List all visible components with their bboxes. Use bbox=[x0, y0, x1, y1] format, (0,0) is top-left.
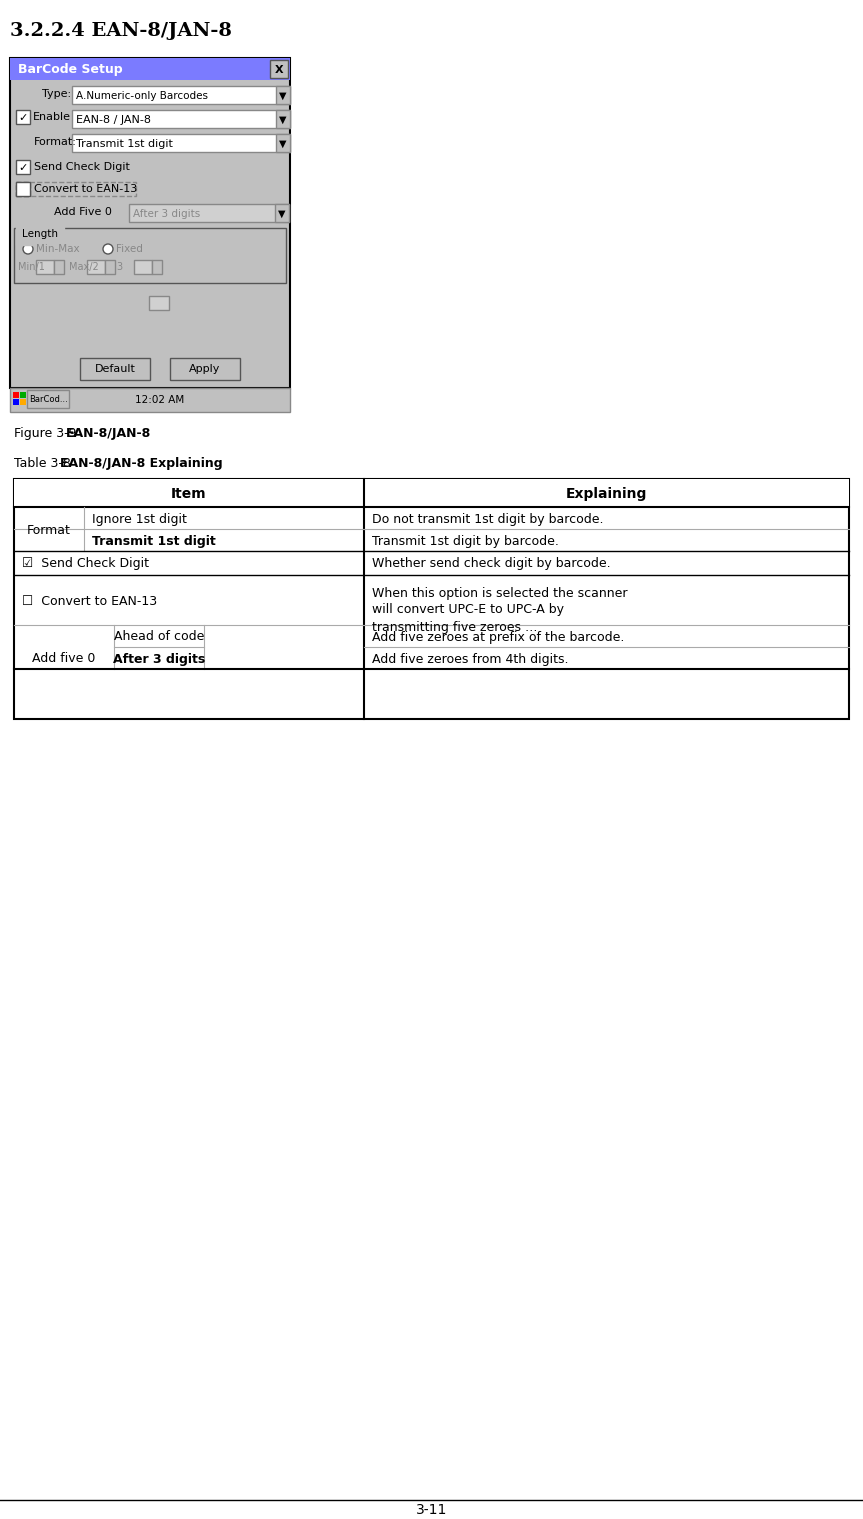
Text: Add Five 0: Add Five 0 bbox=[54, 207, 112, 217]
Text: Enable: Enable bbox=[33, 112, 71, 122]
Text: EAN-8/JAN-8: EAN-8/JAN-8 bbox=[66, 427, 151, 441]
Bar bbox=[134, 260, 152, 273]
Bar bbox=[152, 260, 162, 273]
Text: Do not transmit 1st digit by barcode.: Do not transmit 1st digit by barcode. bbox=[372, 512, 603, 526]
Text: EAN-8 / JAN-8: EAN-8 / JAN-8 bbox=[76, 115, 151, 125]
Text: Default: Default bbox=[95, 365, 135, 374]
Text: BarCode Setup: BarCode Setup bbox=[18, 64, 123, 76]
Bar bbox=[16, 159, 30, 175]
Text: Add five zeroes from 4th digits.: Add five zeroes from 4th digits. bbox=[372, 653, 569, 665]
Bar bbox=[20, 392, 26, 398]
Text: BarCod...: BarCod... bbox=[28, 395, 67, 404]
Text: ▼: ▼ bbox=[278, 210, 286, 219]
Text: Ignore 1st digit: Ignore 1st digit bbox=[92, 512, 187, 526]
Text: ▼: ▼ bbox=[280, 91, 287, 100]
Text: ▼: ▼ bbox=[280, 140, 287, 149]
Bar bbox=[105, 260, 115, 273]
Text: Format: Format bbox=[27, 524, 71, 536]
Text: ▼: ▼ bbox=[280, 115, 287, 125]
Text: After 3 digits: After 3 digits bbox=[113, 653, 205, 665]
Bar bbox=[20, 399, 26, 406]
Text: Min/1: Min/1 bbox=[18, 261, 45, 272]
Text: Type:: Type: bbox=[42, 90, 71, 99]
Bar bbox=[275, 204, 289, 222]
Text: After 3 digits: After 3 digits bbox=[133, 210, 200, 219]
Text: Format:: Format: bbox=[34, 137, 77, 147]
Text: Max/2: Max/2 bbox=[69, 261, 98, 272]
Text: Transmit 1st digit by barcode.: Transmit 1st digit by barcode. bbox=[372, 535, 559, 547]
Bar bbox=[129, 204, 289, 222]
Bar bbox=[10, 387, 290, 412]
Text: Convert to EAN-13: Convert to EAN-13 bbox=[34, 184, 137, 194]
Text: Add five zeroes at prefix of the barcode.: Add five zeroes at prefix of the barcode… bbox=[372, 630, 624, 644]
Bar bbox=[149, 296, 169, 310]
Text: Min-Max: Min-Max bbox=[36, 245, 79, 254]
Bar bbox=[72, 109, 290, 128]
Bar bbox=[13, 399, 19, 406]
Text: Fixed: Fixed bbox=[116, 245, 143, 254]
Text: X: X bbox=[274, 65, 283, 74]
Bar bbox=[276, 109, 290, 128]
Text: 12:02 AM: 12:02 AM bbox=[135, 395, 185, 406]
Text: Length: Length bbox=[22, 229, 58, 238]
Text: ✓: ✓ bbox=[18, 112, 28, 123]
Bar bbox=[16, 182, 30, 196]
Bar bbox=[36, 260, 54, 273]
Bar bbox=[16, 109, 30, 125]
Circle shape bbox=[103, 245, 113, 254]
Bar bbox=[14, 478, 849, 507]
Text: Ahead of code: Ahead of code bbox=[114, 630, 205, 644]
Bar bbox=[14, 228, 286, 283]
Text: 3-11: 3-11 bbox=[416, 1502, 447, 1517]
Text: Explaining: Explaining bbox=[566, 488, 647, 501]
Bar bbox=[13, 392, 19, 398]
Text: Apply: Apply bbox=[189, 365, 221, 374]
Bar bbox=[170, 358, 240, 380]
Text: Table 3-8: Table 3-8 bbox=[14, 457, 75, 469]
Text: When this option is selected the scanner
will convert UPC-E to UPC-A by
transmit: When this option is selected the scanner… bbox=[372, 586, 627, 633]
Text: ✓: ✓ bbox=[18, 163, 28, 173]
FancyBboxPatch shape bbox=[16, 182, 30, 196]
Bar bbox=[87, 260, 105, 273]
Text: Transmit 1st digit: Transmit 1st digit bbox=[92, 535, 216, 547]
Bar bbox=[80, 358, 150, 380]
Text: Send Check Digit: Send Check Digit bbox=[34, 163, 129, 172]
Text: 3.2.2.4 EAN-8/JAN-8: 3.2.2.4 EAN-8/JAN-8 bbox=[10, 21, 232, 39]
Bar bbox=[54, 260, 64, 273]
Text: Add five 0: Add five 0 bbox=[32, 652, 96, 664]
Text: Whether send check digit by barcode.: Whether send check digit by barcode. bbox=[372, 557, 611, 571]
Bar bbox=[16, 182, 136, 196]
Bar bbox=[72, 134, 290, 152]
Text: A.Numeric-only Barcodes: A.Numeric-only Barcodes bbox=[76, 91, 208, 100]
Bar bbox=[276, 134, 290, 152]
Bar bbox=[276, 87, 290, 103]
Circle shape bbox=[23, 245, 33, 254]
Bar bbox=[270, 59, 288, 77]
Text: EAN-8/JAN-8 Explaining: EAN-8/JAN-8 Explaining bbox=[60, 457, 223, 469]
Bar bbox=[27, 390, 69, 409]
Text: 3: 3 bbox=[116, 261, 123, 272]
Text: ☐  Convert to EAN-13: ☐ Convert to EAN-13 bbox=[22, 594, 157, 608]
Bar bbox=[10, 58, 290, 387]
Bar bbox=[72, 87, 290, 103]
Text: Transmit 1st digit: Transmit 1st digit bbox=[76, 140, 173, 149]
Text: Item: Item bbox=[171, 488, 207, 501]
Text: ☑  Send Check Digit: ☑ Send Check Digit bbox=[22, 557, 149, 571]
Bar bbox=[10, 58, 290, 81]
Bar bbox=[14, 478, 849, 718]
Text: Figure 3-9: Figure 3-9 bbox=[14, 427, 80, 441]
